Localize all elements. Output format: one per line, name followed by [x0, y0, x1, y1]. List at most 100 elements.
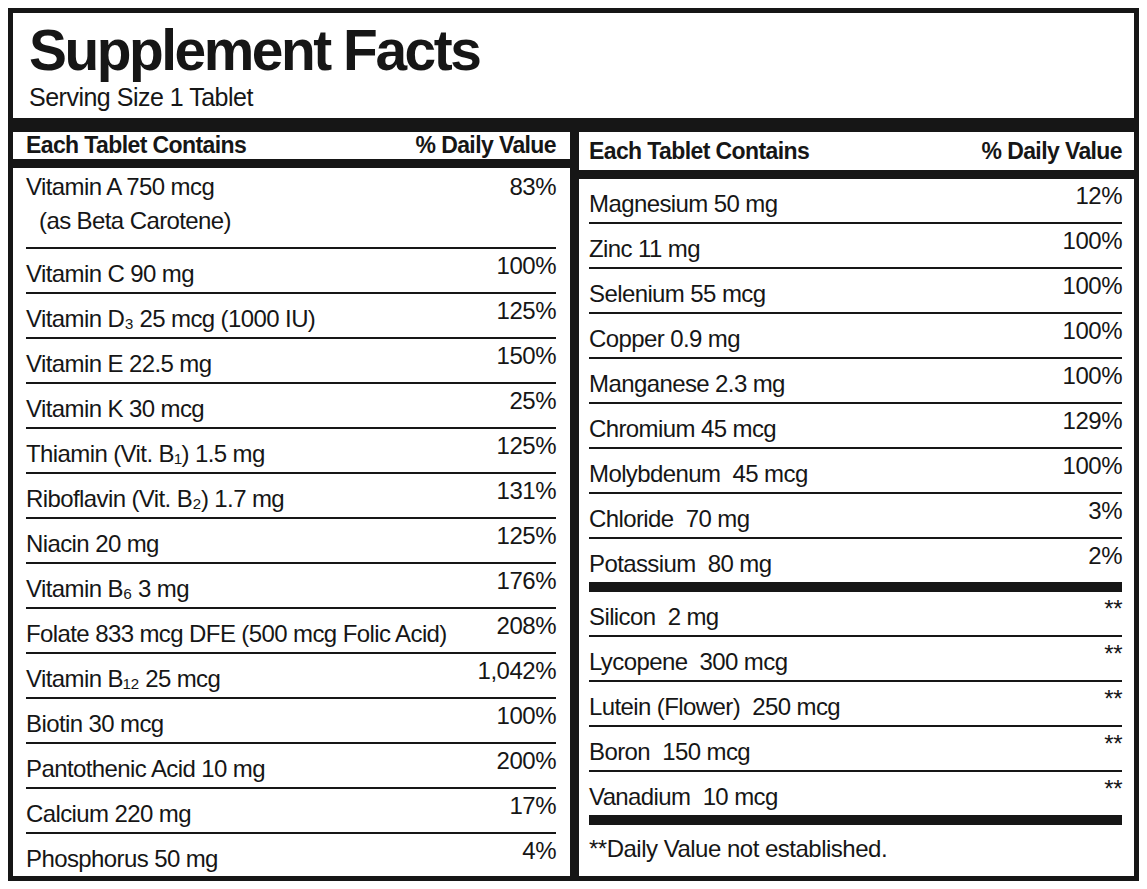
- nutrient-value: 17%: [509, 793, 556, 819]
- right-column-rows-no-dv: Silicon 2 mg**Lycopene 300 mcg**Lutein (…: [579, 592, 1134, 815]
- nutrient-name: Vitamin B₆ 3 mg: [26, 576, 189, 602]
- nutrient-value: 100%: [1063, 318, 1122, 344]
- column-header-daily-value: % Daily Value: [982, 138, 1123, 165]
- nutrient-value: 125%: [497, 433, 556, 459]
- nutrient-name: Magnesium 50 mg: [589, 191, 777, 217]
- column-divider: [570, 132, 579, 876]
- nutrient-row: Phosphorus 50 mg 4%: [26, 834, 556, 879]
- nutrient-row: Riboflavin (Vit. B₂) 1.7 mg 131%: [26, 474, 556, 519]
- nutrient-name: Chloride 70 mg: [589, 506, 749, 532]
- nutrient-value: **: [1104, 776, 1122, 802]
- nutrient-name: Silicon 2 mg: [589, 604, 719, 630]
- footnote: **Daily Value not established.: [579, 825, 1134, 863]
- nutrient-value: **: [1104, 686, 1122, 712]
- nutrient-value: 125%: [497, 298, 556, 324]
- nutrient-row: Lutein (Flower) 250 mcg **: [589, 682, 1122, 727]
- nutrient-value: 129%: [1063, 408, 1122, 434]
- nutrient-name: Thiamin (Vit. B₁) 1.5 mg: [26, 441, 265, 467]
- nutrient-name: Vitamin D₃ 25 mcg (1000 IU): [26, 306, 315, 332]
- nutrient-row: Manganese 2.3 mg 100%: [589, 359, 1122, 404]
- left-column: Each Tablet Contains % Daily Value Vitam…: [13, 132, 570, 876]
- column-header-daily-value: % Daily Value: [416, 132, 557, 159]
- right-column-rows-main: Magnesium 50 mg12%Zinc 11 mg100%Selenium…: [579, 179, 1134, 582]
- nutrient-row: Chromium 45 mcg 129%: [589, 404, 1122, 449]
- nutrient-value: 125%: [497, 523, 556, 549]
- nutrient-row: Vanadium 10 mcg **: [589, 772, 1122, 815]
- nutrient-row: Vitamin B₆ 3 mg 176%: [26, 564, 556, 609]
- nutrient-row: Calcium 220 mg 17%: [26, 789, 556, 834]
- nutrient-value: 83%: [509, 174, 556, 200]
- nutrient-name: Vitamin B₁₂ 25 mcg: [26, 666, 220, 692]
- nutrient-row: Chloride 70 mg 3%: [589, 494, 1122, 539]
- right-column: Each Tablet Contains % Daily Value Magne…: [579, 132, 1134, 876]
- nutrient-row: Iodine 150 mcg100%: [26, 879, 556, 881]
- nutrient-name: Niacin 20 mg: [26, 531, 159, 557]
- nutrient-value: 3%: [1088, 498, 1122, 524]
- nutrient-value: 100%: [1063, 363, 1122, 389]
- header-separator-bar: [579, 170, 1134, 179]
- nutrient-row: Niacin 20 mg 125%: [26, 519, 556, 564]
- nutrient-name: Biotin 30 mcg: [26, 711, 164, 737]
- nutrient-row: Vitamin K 30 mcg25%: [26, 384, 556, 429]
- nutrient-name: Zinc 11 mg: [589, 236, 700, 262]
- nutrient-value: 12%: [1075, 183, 1122, 209]
- footnote-separator-bar: [589, 815, 1122, 825]
- nutrient-name: Boron 150 mcg: [589, 739, 750, 765]
- column-header-contains: Each Tablet Contains: [589, 138, 809, 165]
- top-separator-bar: [13, 118, 1134, 132]
- nutrient-row: Copper 0.9 mg100%: [589, 314, 1122, 359]
- nutrient-name-continued: (as Beta Carotene): [26, 208, 556, 234]
- nutrient-value: **: [1104, 641, 1122, 667]
- nutrient-name: Lycopene 300 mcg: [589, 649, 787, 675]
- nutrient-row: Vitamin B₁₂ 25 mcg1,042%: [26, 654, 556, 699]
- nutrient-name: Lutein (Flower) 250 mcg: [589, 694, 840, 720]
- nutrient-name: Riboflavin (Vit. B₂) 1.7 mg: [26, 486, 284, 512]
- nutrient-name: Selenium 55 mcg: [589, 281, 765, 307]
- nutrient-value: 150%: [497, 343, 556, 369]
- nutrient-value: 100%: [1063, 273, 1122, 299]
- nutrient-value: **: [1104, 731, 1122, 757]
- left-column-rows: Vitamin A 750 mcg83%(as Beta Carotene)Vi…: [13, 168, 570, 881]
- nutrient-value: 131%: [497, 478, 556, 504]
- serving-size: Serving Size 1 Tablet: [29, 83, 1120, 111]
- supplement-facts-label: Supplement Facts Serving Size 1 Tablet E…: [8, 8, 1139, 881]
- nutrient-value: 208%: [497, 613, 556, 639]
- column-header-contains: Each Tablet Contains: [26, 132, 246, 159]
- nutrient-name: Pantothenic Acid 10 mg: [26, 756, 265, 782]
- nutrient-row: Pantothenic Acid 10 mg200%: [26, 744, 556, 789]
- nutrient-row: Molybdenum 45 mcg100%: [589, 449, 1122, 494]
- nutrient-row: Silicon 2 mg **: [589, 592, 1122, 637]
- nutrient-value: **: [1104, 596, 1122, 622]
- nutrient-value: 176%: [497, 568, 556, 594]
- nutrient-row: Potassium 80 mg2%: [589, 539, 1122, 582]
- section-separator-bar: [589, 582, 1122, 592]
- nutrient-row: Vitamin E 22.5 mg150%: [26, 339, 556, 384]
- nutrient-value: 100%: [1063, 228, 1122, 254]
- nutrient-row: Biotin 30 mcg 100%: [26, 699, 556, 744]
- columns-container: Each Tablet Contains % Daily Value Vitam…: [13, 132, 1134, 876]
- nutrient-name: Calcium 220 mg: [26, 801, 191, 827]
- nutrient-name: Molybdenum 45 mcg: [589, 461, 808, 487]
- nutrient-row: Magnesium 50 mg 12%: [589, 179, 1122, 224]
- nutrient-name: Manganese 2.3 mg: [589, 371, 785, 397]
- header-separator-bar: [13, 159, 570, 168]
- nutrient-name: Potassium 80 mg: [589, 551, 771, 577]
- nutrient-row: Vitamin D₃ 25 mcg (1000 IU) 125%: [26, 294, 556, 339]
- nutrient-value: 100%: [497, 703, 556, 729]
- nutrient-name: Chromium 45 mcg: [589, 416, 776, 442]
- nutrient-row: Selenium 55 mcg 100%: [589, 269, 1122, 314]
- nutrient-name: Phosphorus 50 mg: [26, 846, 218, 872]
- nutrient-value: 25%: [509, 388, 556, 414]
- nutrient-name: Vanadium 10 mcg: [589, 784, 778, 810]
- nutrient-row: Vitamin A 750 mcg 83% (as Beta Carotene): [26, 168, 556, 249]
- nutrient-value: 4%: [522, 838, 556, 864]
- nutrient-row: Thiamin (Vit. B₁) 1.5 mg 125%: [26, 429, 556, 474]
- nutrient-name: Vitamin A 750 mcg: [26, 174, 214, 200]
- nutrient-row: Lycopene 300 mcg **: [589, 637, 1122, 682]
- nutrient-name: Folate 833 mcg DFE (500 mcg Folic Acid): [26, 621, 447, 647]
- left-column-header: Each Tablet Contains % Daily Value: [13, 132, 570, 159]
- nutrient-row: Folate 833 mcg DFE (500 mcg Folic Acid) 2…: [26, 609, 556, 654]
- nutrient-row: Boron 150 mcg **: [589, 727, 1122, 772]
- label-masthead: Supplement Facts Serving Size 1 Tablet: [13, 13, 1134, 111]
- nutrient-value: 100%: [497, 253, 556, 279]
